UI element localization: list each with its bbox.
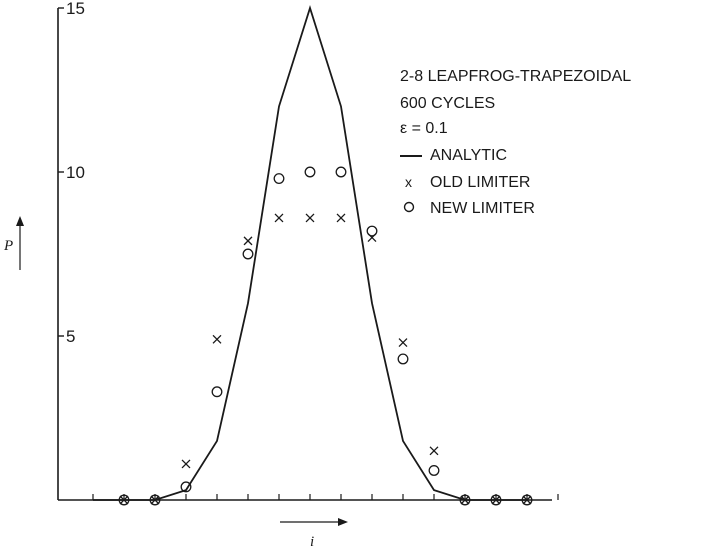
old-limiter-point [305,213,315,223]
legend-analytic-label: ANALYTIC [430,147,507,164]
y-axis-label: P [3,216,24,270]
y-axis-arrowhead [16,216,24,226]
legend-title-line-2: 600 CYCLES [400,95,495,112]
y-ticks: 5 10 15 [58,0,85,346]
y-axis-label-text: P [3,238,13,254]
legend-new-limiter-marker [403,201,415,213]
y-tick-label-5: 5 [66,327,75,346]
new-limiter-point [397,353,409,365]
old-limiter-point [212,334,222,344]
x-axis-label: i [280,518,348,550]
legend-old-limiter-marker: x [405,174,412,190]
legend-title-line-1: 2-8 LEAPFROG-TRAPEZOIDAL [400,68,631,85]
y-tick-label-15: 15 [66,0,85,18]
legend-title-line-3: ε = 0.1 [400,120,448,137]
new-limiter-point [273,173,285,185]
legend: 2-8 LEAPFROG-TRAPEZOIDAL 600 CYCLES ε = … [400,68,631,217]
old-limiter-point [274,213,284,223]
new-limiter-point [335,166,347,178]
old-limiter-point [491,495,501,505]
new-limiter-point [180,481,192,493]
old-limiter-point [119,495,129,505]
old-limiter-point [398,338,408,348]
new-limiter-point [459,494,471,506]
new-limiter-point [149,494,161,506]
old-limiter-point [460,495,470,505]
old-limiter-point [181,459,191,469]
analytic-line [93,5,527,501]
new-limiter-point [118,494,130,506]
new-limiter-point [428,465,440,476]
old-limiter-point [522,495,532,505]
x-axis-arrowhead [338,518,348,526]
new-limiter-point [521,494,533,506]
legend-new-limiter-label: NEW LIMITER [430,200,535,217]
series-new-limiter [118,166,533,506]
new-limiter-point [304,166,316,178]
old-limiter-point [336,213,346,223]
legend-old-limiter-label: OLD LIMITER [430,174,530,191]
series-old-limiter [119,213,532,505]
new-limiter-point [366,225,378,237]
x-axis-label-text: i [310,534,314,550]
x-ticks [92,494,559,500]
new-limiter-point [211,386,223,398]
new-limiter-point [242,248,254,260]
old-limiter-point [429,446,439,456]
old-limiter-point [243,236,253,246]
old-limiter-point [150,495,160,505]
series-analytic [93,5,527,501]
new-limiter-point [490,494,502,506]
y-tick-label-10: 10 [66,163,85,182]
